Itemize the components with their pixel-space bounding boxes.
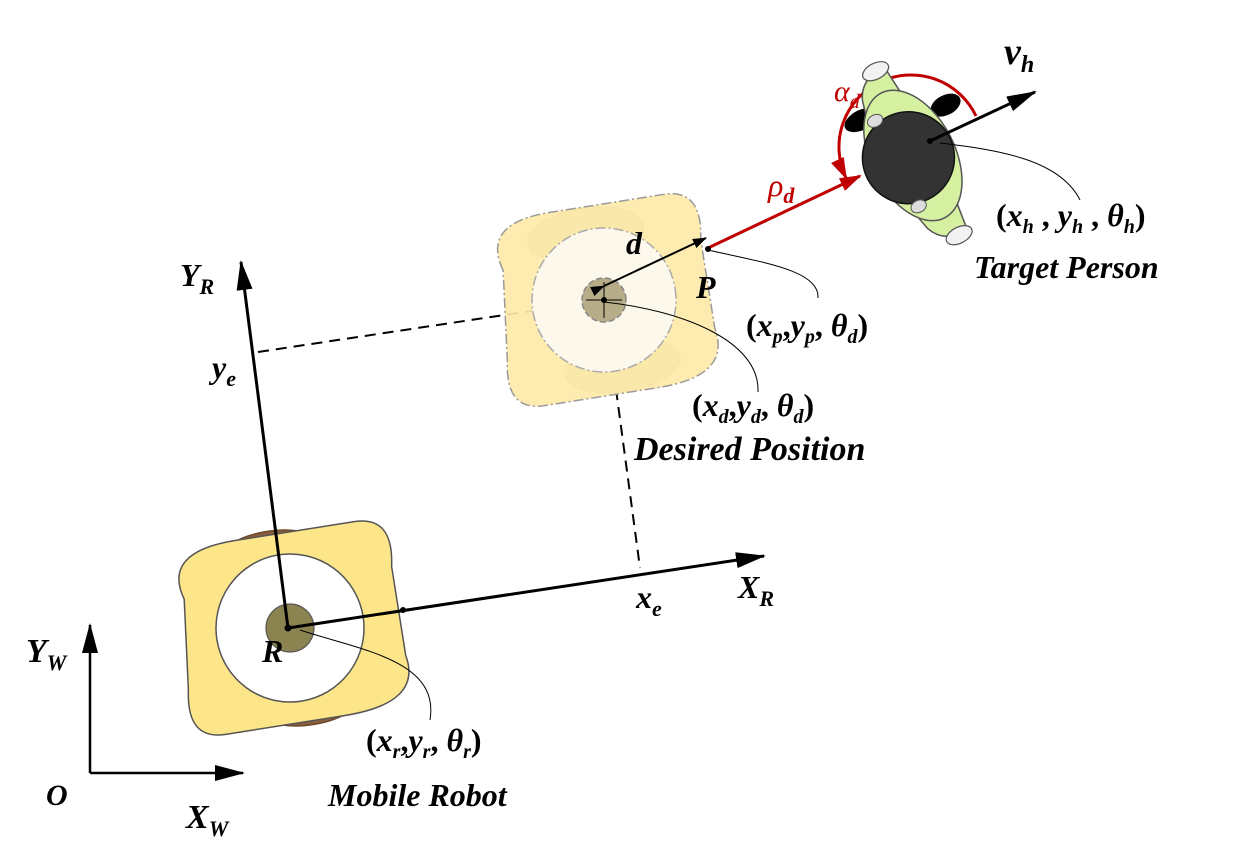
world-x-label: XW <box>185 799 230 841</box>
desired-pose-label: (xd,yd, θd) <box>692 387 814 428</box>
velocity-base: v <box>1004 31 1022 73</box>
person-foot-right <box>930 93 961 117</box>
mobile-robot-title: Mobile Robot <box>327 777 508 813</box>
leader-p <box>707 249 819 299</box>
robot-y-base: Y <box>180 257 202 293</box>
y-error-sub: e <box>226 366 236 391</box>
person-head <box>861 110 956 205</box>
point-p-label: P <box>695 269 716 305</box>
leader-person <box>939 142 1081 201</box>
desired-position-title: Desired Position <box>633 431 865 468</box>
robot-pose-label: (xr,yr, θr) <box>366 722 482 763</box>
robot-frame-axes <box>236 260 766 632</box>
y-error-base: y <box>208 349 227 385</box>
robot-x-sub: R <box>758 586 774 611</box>
person-hand-top <box>862 61 890 82</box>
y-error-label: ye <box>208 349 236 391</box>
person-hand-bottom <box>945 225 973 246</box>
world-origin-label: O <box>46 779 68 812</box>
target-person-title: Target Person <box>974 249 1159 285</box>
leader-robot <box>299 629 432 721</box>
world-frame-axes <box>82 623 245 781</box>
velocity-arrow <box>929 90 1037 143</box>
world-x-sub: W <box>209 816 230 841</box>
robot-x-label: XR <box>737 569 774 611</box>
world-y-base: Y <box>26 633 50 670</box>
world-y-label: YW <box>26 633 68 675</box>
x-error-sub: e <box>652 596 662 621</box>
person-pose-label: (xh , yh , θh) <box>996 197 1146 238</box>
robot-y-axis <box>236 260 290 629</box>
point-p-pose-label: (xp,yp, θd) <box>746 307 868 348</box>
desired-center-dot <box>601 297 607 303</box>
person-center-dot <box>927 138 933 144</box>
robot-x-axis <box>287 552 766 630</box>
rho-label: ρd <box>767 167 795 208</box>
robot-x-axis-mark <box>400 607 406 613</box>
x-error-label: xe <box>635 579 662 621</box>
alpha-base: α <box>834 75 851 108</box>
rho-line <box>707 174 862 250</box>
rho-base: ρ <box>767 167 783 203</box>
target-person-figure <box>844 61 973 246</box>
world-x-base: X <box>185 799 210 836</box>
distance-d-arrow <box>590 237 707 297</box>
leader-curves <box>299 142 1081 721</box>
alpha-label: αd <box>834 75 861 113</box>
person-ear-right <box>910 199 927 214</box>
x-error-base: x <box>635 579 652 615</box>
robot-y-sub: R <box>199 274 215 299</box>
distance-d-label: d <box>626 225 643 261</box>
robot-x-base: X <box>737 569 760 605</box>
robot-center-dot <box>284 624 292 632</box>
point-p-dot <box>705 246 711 252</box>
alpha-sub: d <box>850 91 861 113</box>
robot-center-label: R <box>261 633 283 669</box>
rho-sub: d <box>783 183 795 208</box>
person-ear-left <box>866 113 884 128</box>
world-y-sub: W <box>47 650 68 675</box>
robot-y-label: YR <box>180 257 214 299</box>
leader-desired <box>603 301 759 393</box>
velocity-label: vh <box>1004 31 1034 78</box>
velocity-sub: h <box>1021 52 1034 78</box>
